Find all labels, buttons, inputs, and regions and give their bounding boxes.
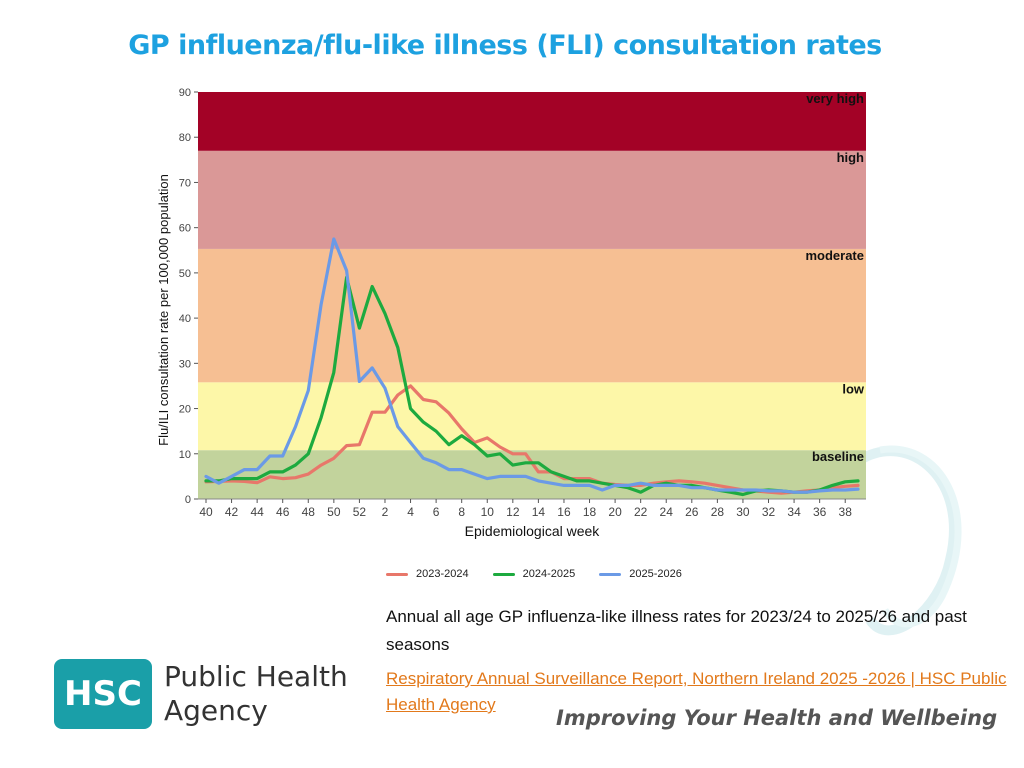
x-tick-label: 34 (787, 505, 801, 519)
series-line-2024-2025 (204, 275, 860, 497)
x-tick-label: 44 (250, 505, 264, 519)
x-tick-label: 52 (353, 505, 367, 519)
x-tick-label: 28 (711, 505, 725, 519)
x-tick-label: 24 (660, 505, 674, 519)
hsc-logo-box: HSC (54, 659, 152, 729)
hsc-logo: HSC Public Health Agency (54, 659, 348, 729)
x-axis-label: Epidemiological week (465, 523, 601, 539)
x-tick-label: 32 (762, 505, 776, 519)
x-tick-label: 50 (327, 505, 341, 519)
y-tick-label: 40 (179, 313, 191, 325)
x-tick-label: 8 (458, 505, 465, 519)
band-low (198, 382, 866, 451)
x-tick-label: 46 (276, 505, 290, 519)
legend-swatch (386, 572, 408, 576)
legend-swatch (599, 572, 622, 576)
logo-line-2: Agency (164, 694, 268, 727)
band-label-moderate: moderate (805, 248, 864, 263)
x-tick-label: 18 (583, 505, 597, 519)
logo-line-1: Public Health (164, 660, 348, 693)
report-link[interactable]: Respiratory Annual Surveillance Report, … (386, 669, 1007, 714)
logo-agency-name: Public Health Agency (164, 660, 348, 728)
x-tick-label: 6 (433, 505, 440, 519)
x-tick-label: 30 (736, 505, 750, 519)
legend-item-2024-2025: 2024-2025 (492, 568, 576, 580)
band-label-high: high (837, 150, 864, 165)
band-label-very-high: very high (806, 91, 864, 106)
x-tick-label: 16 (557, 505, 571, 519)
legend-item-2023-2024: 2023-2024 (386, 568, 469, 580)
y-tick-label: 90 (179, 87, 191, 99)
x-tick-label: 14 (532, 505, 546, 519)
x-tick-label: 22 (634, 505, 648, 519)
legend-label: 2023-2024 (416, 568, 469, 580)
x-tick-label: 36 (813, 505, 827, 519)
y-tick-label: 20 (179, 404, 191, 416)
legend-item-2025-2026: 2025-2026 (599, 568, 682, 580)
y-tick-label: 50 (179, 268, 191, 280)
tagline: Improving Your Health and Wellbeing (556, 706, 998, 730)
x-tick-label: 42 (225, 505, 239, 519)
band-moderate (198, 248, 866, 383)
y-tick-label: 0 (185, 494, 191, 506)
y-tick-label: 60 (179, 223, 191, 235)
flu-chart: baseline low moderate high very high 0 10 20 30… (156, 87, 866, 539)
band-label-baseline: baseline (812, 449, 864, 464)
series-line-2025-2026 (204, 237, 860, 494)
x-tick-label: 20 (608, 505, 622, 519)
x-tick-label: 4 (407, 505, 414, 519)
y-tick-label: 70 (179, 177, 191, 189)
hsc-logo-text: HSC (64, 674, 142, 714)
x-tick-label: 26 (685, 505, 699, 519)
y-tick-label: 10 (179, 449, 191, 461)
chart-caption: Annual all age GP influenza-like illness… (386, 607, 967, 654)
band-label-low: low (842, 381, 865, 396)
band-very-high (198, 92, 866, 151)
x-tick-label: 10 (481, 505, 495, 519)
chart-legend: 2023-2024 2024-2025 2025-2026 (386, 568, 706, 580)
legend-label: 2024-2025 (522, 568, 576, 580)
legend-label: 2025-2026 (629, 568, 682, 580)
x-tick-label: 40 (199, 505, 213, 519)
x-tick-label: 48 (302, 505, 316, 519)
x-tick-label: 38 (839, 505, 853, 519)
y-axis-label: Flu/ILI consultation rate per 100,000 po… (156, 174, 171, 446)
x-tick-label: 12 (506, 505, 520, 519)
band-high (198, 150, 866, 249)
legend-swatch (492, 572, 515, 576)
slide-title: GP influenza/flu-like illness (FLI) cons… (128, 30, 882, 61)
y-tick-label: 30 (179, 358, 191, 370)
swirl-watermark (857, 445, 962, 636)
x-tick-label: 2 (382, 505, 389, 519)
y-tick-label: 80 (179, 132, 191, 144)
